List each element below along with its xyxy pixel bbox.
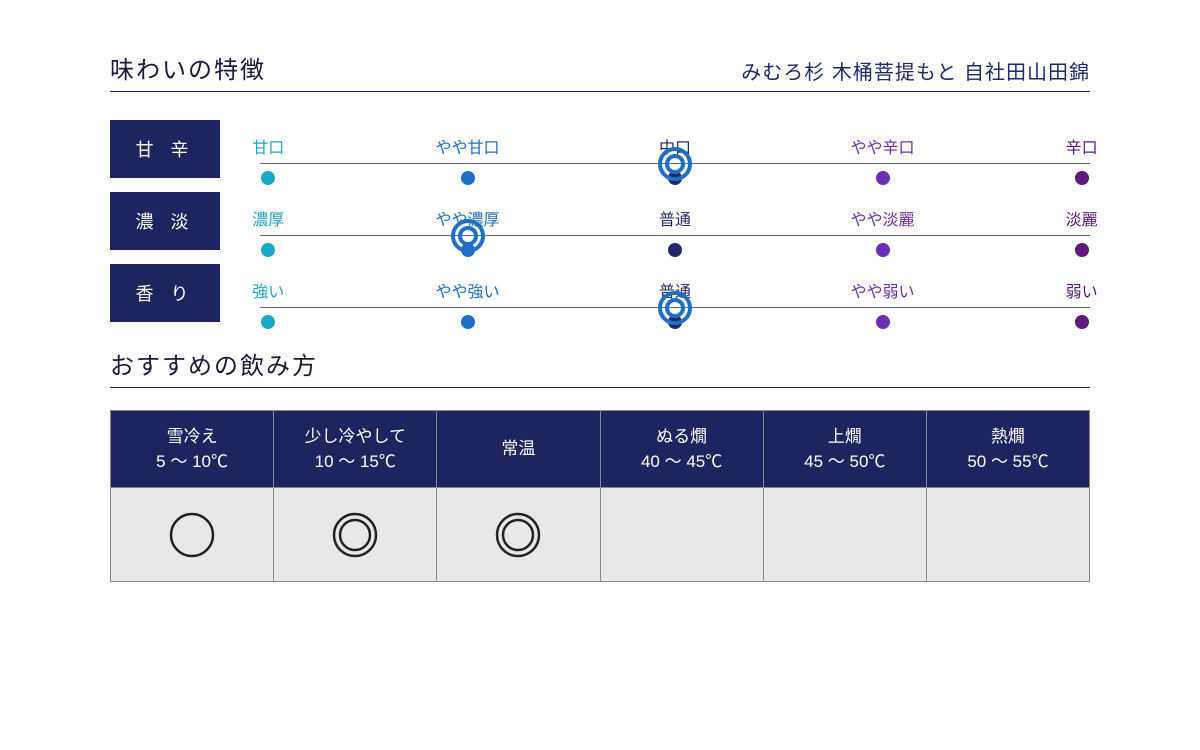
scale-track: 甘口やや甘口中口やや辛口辛口 bbox=[260, 120, 1090, 178]
scale-point-label: 中口 bbox=[659, 134, 691, 158]
serving-column: 熱燗50 〜 55℃ bbox=[927, 411, 1089, 581]
scale-track: 強いやや強い普通やや弱い弱い bbox=[260, 264, 1090, 322]
serving-header: 常温 bbox=[437, 411, 599, 487]
scale-dot bbox=[261, 171, 275, 185]
scale-row-sweetness: 甘 辛甘口やや甘口中口やや辛口辛口 bbox=[110, 120, 1090, 178]
scale-point-label: 強い bbox=[252, 278, 284, 302]
section-title: 味わいの特徴 bbox=[110, 50, 266, 85]
double-circle-icon bbox=[330, 510, 380, 560]
scale-point: 弱い bbox=[1066, 278, 1098, 322]
serving-header: 少し冷やして10 〜 15℃ bbox=[274, 411, 436, 487]
scale-dot bbox=[261, 315, 275, 329]
serving-temp: 40 〜 45℃ bbox=[641, 449, 722, 475]
serving-mark-cell bbox=[274, 487, 436, 581]
scale-dot bbox=[1075, 171, 1089, 185]
scale-dot bbox=[460, 243, 474, 257]
scale-label: 濃 淡 bbox=[110, 192, 220, 250]
serving-name: 少し冷やして bbox=[305, 424, 407, 450]
scale-dot bbox=[875, 171, 889, 185]
scale-point: 中口 bbox=[659, 134, 691, 178]
serving-name: 上燗 bbox=[828, 424, 862, 450]
serving-mark-cell bbox=[601, 487, 763, 581]
serving-temp: 10 〜 15℃ bbox=[315, 449, 396, 475]
scale-point: やや淡麗 bbox=[850, 206, 914, 250]
single-circle-icon bbox=[167, 510, 217, 560]
serving-column: ぬる燗40 〜 45℃ bbox=[601, 411, 764, 581]
taste-scales: 甘 辛甘口やや甘口中口やや辛口辛口濃 淡濃厚やや濃厚普通やや淡麗淡麗香 り強いや… bbox=[110, 120, 1090, 322]
serving-name: 雪冷え bbox=[167, 424, 218, 450]
scale-point-label: 淡麗 bbox=[1066, 206, 1098, 230]
scale-point-label: やや濃厚 bbox=[435, 206, 499, 230]
scale-dot bbox=[460, 315, 474, 329]
scale-point: やや濃厚 bbox=[435, 206, 499, 250]
scale-point-label: 普通 bbox=[659, 278, 691, 302]
double-circle-icon bbox=[493, 510, 543, 560]
serving-temp: 5 〜 10℃ bbox=[156, 449, 228, 475]
serving-header: 上燗45 〜 50℃ bbox=[764, 411, 926, 487]
scale-point: やや強い bbox=[435, 278, 499, 322]
scale-point: 普通 bbox=[659, 206, 691, 250]
scale-label: 甘 辛 bbox=[110, 120, 220, 178]
scale-point: やや甘口 bbox=[435, 134, 499, 178]
scale-dot bbox=[668, 315, 682, 329]
serving-temp: 50 〜 55℃ bbox=[967, 449, 1048, 475]
serving-name: 熱燗 bbox=[991, 424, 1025, 450]
scale-point-label: やや強い bbox=[435, 278, 499, 302]
scale-point: 濃厚 bbox=[252, 206, 284, 250]
scale-dot bbox=[1075, 243, 1089, 257]
scale-dot bbox=[1075, 315, 1089, 329]
scale-point: 淡麗 bbox=[1066, 206, 1098, 250]
serving-header: 雪冷え5 〜 10℃ bbox=[111, 411, 273, 487]
serving-header: 熱燗50 〜 55℃ bbox=[927, 411, 1089, 487]
scale-point: 強い bbox=[252, 278, 284, 322]
scale-point-label: 弱い bbox=[1066, 278, 1098, 302]
serving-mark-cell bbox=[764, 487, 926, 581]
scale-point: 甘口 bbox=[252, 134, 284, 178]
serving-name: 常温 bbox=[501, 436, 535, 462]
scale-point: やや辛口 bbox=[850, 134, 914, 178]
scale-dot bbox=[460, 171, 474, 185]
scale-dot bbox=[668, 243, 682, 257]
scale-point-label: やや淡麗 bbox=[850, 206, 914, 230]
serving-header: ぬる燗40 〜 45℃ bbox=[601, 411, 763, 487]
serving-column: 少し冷やして10 〜 15℃ bbox=[274, 411, 437, 581]
scale-point-label: 辛口 bbox=[1066, 134, 1098, 158]
scale-row-body: 濃 淡濃厚やや濃厚普通やや淡麗淡麗 bbox=[110, 192, 1090, 250]
scale-dot bbox=[875, 243, 889, 257]
scale-point-label: やや弱い bbox=[850, 278, 914, 302]
serving-column: 雪冷え5 〜 10℃ bbox=[111, 411, 274, 581]
serving-column: 上燗45 〜 50℃ bbox=[764, 411, 927, 581]
serving-temp: 45 〜 50℃ bbox=[804, 449, 885, 475]
scale-point-label: 普通 bbox=[659, 206, 691, 230]
scale-point-label: やや辛口 bbox=[850, 134, 914, 158]
scale-point: やや弱い bbox=[850, 278, 914, 322]
serving-section-title: おすすめの飲み方 bbox=[110, 346, 1090, 388]
scale-point-label: やや甘口 bbox=[435, 134, 499, 158]
scale-point-label: 濃厚 bbox=[252, 206, 284, 230]
scale-label: 香 り bbox=[110, 264, 220, 322]
scale-point-label: 甘口 bbox=[252, 134, 284, 158]
scale-point: 辛口 bbox=[1066, 134, 1098, 178]
header-row: 味わいの特徴 みむろ杉 木桶菩提もと 自社田山田錦 bbox=[110, 50, 1090, 92]
serving-name: ぬる燗 bbox=[656, 424, 707, 450]
scale-dot bbox=[875, 315, 889, 329]
scale-dot bbox=[261, 243, 275, 257]
scale-dot bbox=[668, 171, 682, 185]
serving-table: 雪冷え5 〜 10℃少し冷やして10 〜 15℃常温ぬる燗40 〜 45℃上燗4… bbox=[110, 410, 1090, 582]
serving-mark-cell bbox=[927, 487, 1089, 581]
serving-column: 常温 bbox=[437, 411, 600, 581]
serving-mark-cell bbox=[437, 487, 599, 581]
product-name: みむろ杉 木桶菩提もと 自社田山田錦 bbox=[741, 56, 1090, 85]
serving-mark-cell bbox=[111, 487, 273, 581]
scale-point: 普通 bbox=[659, 278, 691, 322]
scale-row-aroma: 香 り強いやや強い普通やや弱い弱い bbox=[110, 264, 1090, 322]
scale-track: 濃厚やや濃厚普通やや淡麗淡麗 bbox=[260, 192, 1090, 250]
